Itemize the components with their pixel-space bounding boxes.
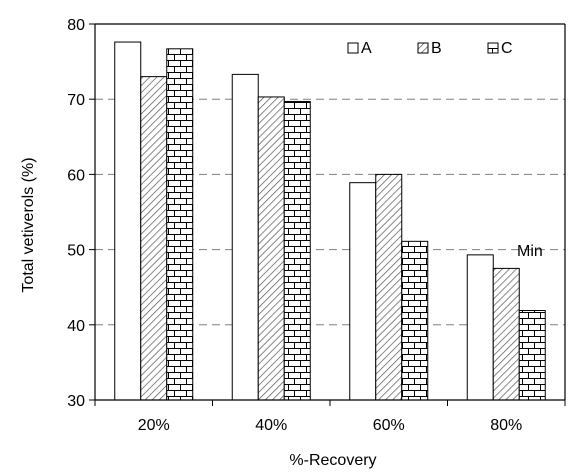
bars — [114, 41, 546, 401]
bar-c-60pct — [401, 240, 429, 401]
legend-item-c: C — [487, 40, 513, 57]
bar-b-60pct — [375, 173, 403, 401]
y-tick-label: 70 — [67, 92, 85, 109]
bar-a-60pct — [349, 182, 377, 401]
legend-swatch — [487, 42, 499, 54]
x-tick-label: 80% — [490, 417, 522, 434]
bar-b-80pct — [492, 267, 520, 401]
legend-item-a: A — [347, 40, 372, 57]
x-tick-label: 40% — [255, 417, 287, 434]
legend-label: A — [361, 40, 372, 57]
legend-swatch — [417, 42, 429, 54]
y-tick-label: 80 — [67, 17, 85, 34]
x-tick-label: 60% — [373, 417, 405, 434]
legend-label: C — [501, 40, 513, 57]
x-axis-label: %-Recovery — [289, 452, 376, 469]
y-tick-label: 40 — [67, 318, 85, 335]
tick-labels: 30 40 50 60 70 80 20% 40% 60% 80% — [67, 17, 566, 434]
min-annotation: Min — [517, 243, 543, 260]
bar-c-20pct — [166, 48, 194, 401]
bar-c-80pct — [518, 310, 546, 401]
bar-a-20pct — [114, 41, 142, 401]
bar-a-40pct — [231, 73, 259, 401]
legend-label: B — [431, 40, 442, 57]
legend-item-b: B — [417, 40, 442, 57]
x-tick-label: 20% — [138, 417, 170, 434]
legend-swatch — [347, 42, 359, 54]
y-axis-label: Total vetiverols (%) — [20, 157, 37, 292]
y-tick-label: 30 — [67, 393, 85, 410]
y-tick-label: 50 — [67, 243, 85, 260]
bar-b-40pct — [257, 96, 285, 401]
bar-b-20pct — [140, 76, 168, 401]
legend: A B C — [347, 40, 513, 57]
y-tick-label: 60 — [67, 167, 85, 184]
bar-c-40pct — [283, 100, 311, 401]
bar-a-80pct — [466, 254, 494, 401]
